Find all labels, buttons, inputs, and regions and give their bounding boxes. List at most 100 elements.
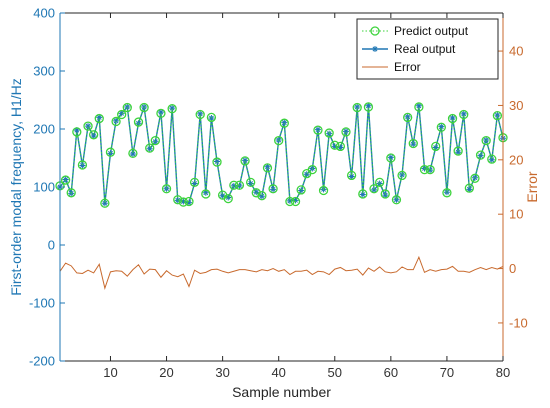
predict-output-point (459, 109, 469, 120)
predict-output-point (133, 117, 144, 127)
real-output-point (427, 167, 434, 174)
real-output-point (73, 127, 80, 134)
left-tick-label: 200 (33, 122, 55, 137)
predict-output-point (111, 116, 121, 127)
x-axis-label: Sample number (232, 384, 331, 400)
real-output-point (337, 144, 344, 151)
predict-output-point (262, 163, 273, 173)
predict-output-point (173, 195, 183, 205)
real-output-point (387, 154, 394, 161)
predict-output-point (307, 164, 317, 175)
real-output-point (303, 171, 310, 178)
real-output-point (376, 180, 383, 187)
predict-output-point (425, 164, 435, 175)
real-output-point (331, 143, 338, 150)
predict-output-point (184, 196, 194, 207)
real-output-point (197, 110, 204, 117)
real-output-point (219, 192, 226, 199)
predict-output-point (380, 189, 390, 199)
predict-output-point (352, 102, 362, 113)
predict-output-point (105, 147, 116, 157)
predict-output-point (161, 184, 172, 194)
predict-output-point (274, 135, 284, 146)
real-output-point (191, 180, 198, 187)
predict-output-point (60, 175, 71, 185)
x-tick-label: 10 (103, 365, 117, 380)
real-output-point (477, 152, 484, 159)
predict-output-point (464, 183, 475, 193)
real-output-point (225, 194, 232, 201)
predict-output-point (397, 170, 407, 181)
real-output-point (185, 199, 192, 206)
predict-output-point (156, 108, 166, 118)
left-tick-label: 0 (48, 238, 55, 253)
real-output-point (129, 150, 136, 157)
predict-output-point (178, 197, 189, 207)
predict-output-point (285, 196, 295, 207)
real-output-point (180, 198, 187, 205)
x-tick-label: 70 (440, 365, 454, 380)
predict-output-point (419, 164, 430, 175)
real-output-point (359, 191, 366, 198)
predict-output-point (212, 157, 222, 167)
legend-label: Real output (394, 42, 456, 56)
real-output-point (365, 102, 372, 109)
right-tick-label: 0 (509, 261, 516, 276)
predict-output-point (408, 138, 418, 149)
x-tick-label: 20 (159, 365, 173, 380)
predict-output-point (318, 185, 329, 196)
real-output-point (371, 186, 378, 193)
real-output-point (348, 173, 355, 180)
real-output-point (258, 193, 265, 200)
axes: 10 20 30 40 50 60 70 80-200-1000100200300400-10… (8, 6, 540, 401)
predict-output-point (167, 104, 177, 114)
predict-output-point (234, 180, 245, 190)
predict-output-point (386, 153, 396, 163)
error-series (59, 255, 504, 290)
predict-output-point (403, 112, 413, 123)
legend-label: Error (394, 60, 421, 74)
real-output-point (146, 145, 153, 152)
right-tick-label: -10 (509, 315, 528, 330)
predict-output-point (268, 184, 278, 194)
predict-output-point (251, 188, 261, 198)
predict-output-point (223, 193, 233, 204)
predict-output-point (279, 118, 289, 128)
real-output-point (460, 110, 467, 117)
predict-output-point (414, 102, 424, 112)
right-tick-label: 10 (509, 207, 523, 222)
right-tick-label: 40 (509, 44, 523, 59)
predict-output-point (374, 177, 385, 188)
predict-output-point (492, 111, 503, 121)
real-output-point (236, 182, 243, 189)
left-tick-label: -100 (29, 296, 55, 311)
predict-output-point (122, 102, 132, 113)
real-output-point (382, 192, 389, 199)
legend-real-marker (372, 46, 378, 52)
predict-output-point (88, 130, 99, 140)
predict-output-point (77, 160, 88, 170)
real-output-point (399, 171, 406, 178)
real-output-point (90, 132, 97, 139)
predict-output-point (145, 143, 155, 153)
legend-label: Predict output (394, 24, 469, 38)
predict-output-point (341, 127, 351, 137)
predict-output-point (453, 146, 463, 156)
real-output-series (57, 102, 506, 207)
real-output-point (214, 158, 221, 165)
real-output-point (438, 123, 445, 130)
x-tick-label: 30 (215, 365, 229, 380)
real-output-point (432, 144, 439, 151)
left-axis-label: First-order modal frequency, H1/Hz (8, 78, 24, 296)
real-output-point (96, 114, 103, 121)
right-tick-label: 20 (509, 152, 523, 167)
predict-output-point (72, 127, 82, 137)
predict-output-point (290, 196, 301, 207)
predict-output-point (128, 148, 138, 159)
real-output-point (281, 119, 288, 126)
real-output-point (118, 110, 125, 117)
right-axis-label: Error (524, 171, 540, 202)
predict-output-point (481, 135, 491, 146)
x-tick-label: 50 (328, 365, 342, 380)
predict-output-point (117, 109, 127, 120)
